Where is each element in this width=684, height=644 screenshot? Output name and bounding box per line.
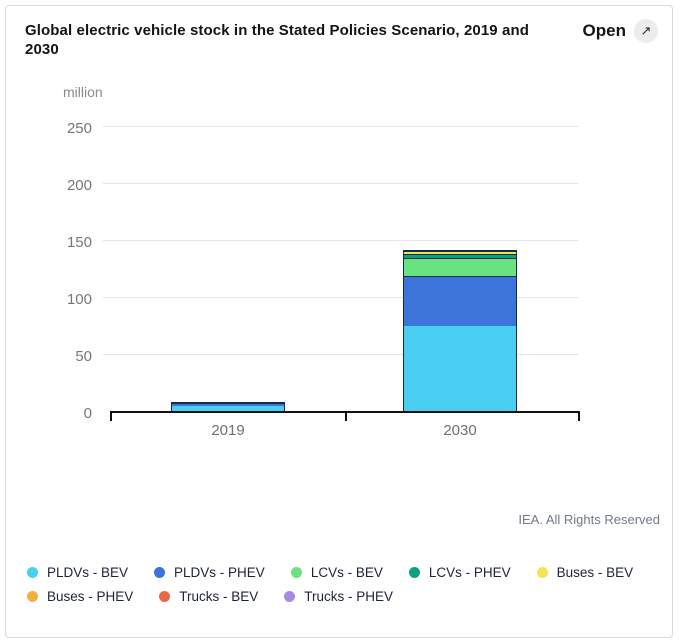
y-tick-label-0: 0	[83, 405, 92, 422]
legend-item-pldvs-phev[interactable]: PLDVs - PHEV	[154, 565, 265, 580]
x-axis-tick-0	[110, 413, 112, 421]
bar-segment-2030-pldvs-phev[interactable]	[404, 276, 516, 326]
x-category-label-2019: 2019	[211, 422, 245, 439]
x-axis-tick-1	[345, 413, 347, 421]
y-tick-label-200: 200	[66, 177, 92, 194]
legend-item-lcvs-bev[interactable]: LCVs - BEV	[290, 564, 383, 580]
legend-dot-icon	[408, 566, 420, 578]
legend-item-label: Buses - PHEV	[47, 588, 134, 604]
legend-item-trucks-phev[interactable]: Trucks - PHEV	[284, 589, 393, 604]
bar-segment-2030-buses-bev[interactable]	[404, 251, 516, 255]
chart-card: Global electric vehicle stock in the Sta…	[5, 5, 673, 638]
legend-item-label: PLDVs - BEV	[47, 564, 129, 580]
legend-item-trucks-bev[interactable]: Trucks - BEV	[159, 589, 258, 604]
legend-item-buses-phev[interactable]: Buses - PHEV	[27, 589, 133, 604]
legend-item-lcvs-phev[interactable]: LCVs - PHEV	[408, 564, 511, 580]
open-external-link-icon: ↗	[634, 19, 658, 43]
legend-row-2: Buses - PHEV Trucks - BEV Trucks - PHEV	[27, 584, 660, 608]
gridline-250	[103, 126, 578, 127]
bar-segment-2030-lcvs-bev[interactable]	[404, 258, 516, 277]
y-tick-label-250: 250	[66, 120, 92, 137]
legend-dot-icon	[290, 566, 302, 578]
bar-segment-2030-pldvs-bev[interactable]	[404, 325, 516, 411]
legend-item-label: Buses - BEV	[556, 564, 634, 580]
legend-item-buses-bev[interactable]: Buses - BEV	[536, 564, 634, 580]
legend-item-label: Trucks - PHEV	[304, 588, 394, 604]
legend-dot-icon	[27, 590, 38, 602]
legend-dot-icon	[536, 566, 548, 578]
attribution-text: IEA. All Rights Reserved	[518, 512, 660, 527]
legend-item-label: PLDVs - PHEV	[174, 564, 265, 580]
gridline-50	[103, 354, 578, 355]
legend-dot-icon	[284, 590, 296, 602]
card-header: Global electric vehicle stock in the Sta…	[25, 19, 658, 60]
bar-segment-2030-lcvs-phev[interactable]	[404, 254, 516, 259]
bar-segment-2019-pldvs-bev[interactable]	[172, 405, 284, 411]
legend-item-label: LCVs - PHEV	[428, 564, 511, 580]
open-button-label: Open	[582, 21, 626, 40]
legend-dot-icon	[154, 566, 166, 578]
gridline-200	[103, 183, 578, 184]
bar-2030[interactable]	[403, 250, 517, 411]
x-axis-tick-2	[578, 413, 580, 421]
y-tick-label-50: 50	[75, 348, 92, 365]
y-tick-label-100: 100	[66, 291, 92, 308]
y-tick-label-150: 150	[66, 234, 92, 251]
x-category-label-2030: 2030	[443, 422, 477, 439]
gridline-150	[103, 240, 578, 241]
legend: PLDVs - BEV PLDVs - PHEV LCVs - BEV LCVs - …	[27, 560, 660, 608]
legend-item-pldvs-bev[interactable]: PLDVs - BEV	[27, 565, 128, 580]
bar-2019[interactable]	[171, 401, 285, 411]
legend-item-label: Trucks - BEV	[179, 588, 259, 604]
legend-item-label: LCVs - BEV	[310, 564, 383, 580]
gridline-100	[103, 297, 578, 298]
legend-row-1: PLDVs - BEV PLDVs - PHEV LCVs - BEV LCVs - …	[27, 560, 660, 584]
bar-segment-2019-pldvs-phev[interactable]	[172, 402, 284, 406]
chart-title: Global electric vehicle stock in the Sta…	[25, 22, 529, 58]
plot-area	[103, 126, 580, 421]
open-button[interactable]: Open ↗	[583, 19, 658, 43]
legend-dot-icon	[27, 566, 38, 578]
legend-dot-icon	[159, 590, 171, 602]
y-axis-unit-label: million	[63, 84, 103, 100]
